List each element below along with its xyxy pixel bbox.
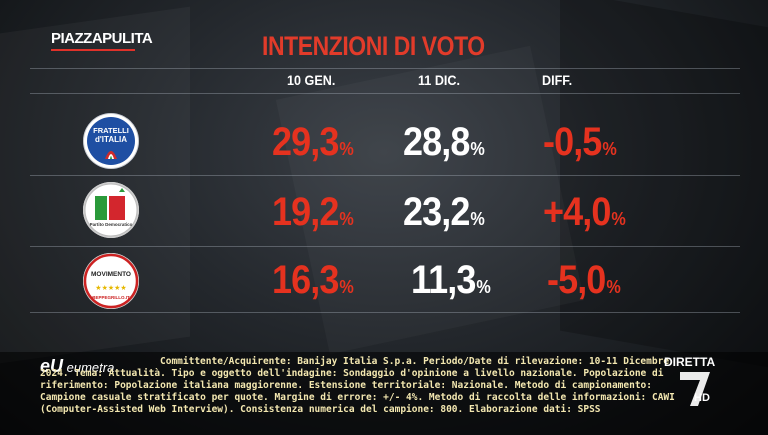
value-dec: 11,3%: [411, 258, 491, 302]
value-dec: 23,2%: [403, 190, 485, 234]
party-emblem-m5s: ★★★★★ MOVIMENTO BEPPEGRILLO.IT: [83, 253, 139, 309]
column-header-dec: 11 DIC.: [418, 72, 461, 88]
channel-logo: PIAZZAPULITA: [51, 30, 153, 47]
logo-part2: PULITA: [102, 30, 153, 47]
divider: [30, 93, 740, 94]
divider: [30, 68, 740, 69]
value-diff: -5,0%: [547, 258, 621, 302]
divider: [30, 246, 740, 247]
fdi-emblem-icon: [84, 114, 138, 168]
pollster-name: eumetra: [66, 360, 115, 375]
divider: [30, 312, 740, 313]
poll-methodology-note: Committente/Acquirente: Banijay Italia S…: [40, 356, 675, 415]
logo-underline: [51, 49, 135, 51]
emblem-line2: d'ITALIA: [95, 135, 127, 144]
hd-label: HD: [694, 392, 710, 404]
divider: [30, 175, 740, 176]
column-header-jan: 10 GEN.: [287, 72, 336, 88]
emblem-line1: FRATELLI: [93, 126, 129, 135]
emblem-line1: MOVIMENTO: [91, 271, 131, 278]
emblem-line2: Partito Democratico: [89, 222, 133, 227]
value-diff: +4,0%: [543, 190, 626, 234]
network-logo: HD: [676, 370, 716, 408]
live-label: DIRETTA: [664, 355, 716, 369]
value-jan: 16,3%: [272, 258, 354, 302]
logo-part1: PIAZZA: [51, 30, 103, 47]
column-header-diff: DIFF.: [542, 72, 573, 88]
background-panel: [0, 6, 190, 364]
pd-emblem-icon: [84, 183, 138, 237]
la7-logo-icon: [680, 372, 710, 406]
m5s-emblem-icon: ★★★★★: [83, 253, 139, 309]
background-panel: [560, 0, 768, 370]
value-dec: 28,8%: [403, 120, 485, 164]
footer-band: [0, 352, 768, 435]
emblem-line2: BEPPEGRILLO.IT: [92, 295, 130, 300]
pollster-logo: eU eumetra: [40, 356, 115, 376]
page-title: INTENZIONI DI VOTO: [262, 31, 485, 61]
party-emblem-pd: Partito Democratico: [83, 182, 139, 238]
value-jan: 29,3%: [272, 120, 354, 164]
svg-text:★★★★★: ★★★★★: [95, 284, 126, 292]
value-jan: 19,2%: [272, 190, 354, 234]
party-emblem-fdi: FRATELLI d'ITALIA: [83, 113, 139, 169]
value-diff: -0,5%: [543, 120, 617, 164]
